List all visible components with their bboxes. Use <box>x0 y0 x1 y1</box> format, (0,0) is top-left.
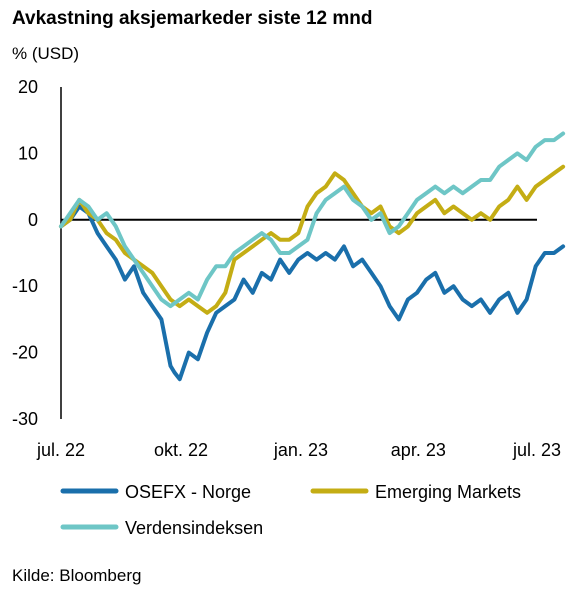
x-tick-label: apr. 23 <box>391 440 446 460</box>
chart-title: Avkastning aksjemarkeder siste 12 mnd <box>12 8 372 29</box>
series-line-emerging-markets <box>59 164 566 315</box>
legend-label-emerging-markets: Emerging Markets <box>375 482 521 502</box>
y-axis-label: % (USD) <box>12 44 79 63</box>
legend-label-verdensindeksen: Verdensindeksen <box>125 518 263 538</box>
y-tick-label: -20 <box>12 343 38 363</box>
series-line-verdensindeksen <box>59 131 566 309</box>
x-tick-label: jul. 22 <box>36 440 85 460</box>
legend-label-osefx: OSEFX - Norge <box>125 482 251 502</box>
series-layer <box>59 131 566 382</box>
x-tick-label: jan. 23 <box>273 440 328 460</box>
x-tick-label: jul. 23 <box>512 440 561 460</box>
y-tick-label: -30 <box>12 409 38 429</box>
y-ticks: 20 10 0 -10 -20 -30 <box>12 77 38 429</box>
y-tick-label: 0 <box>28 210 38 230</box>
x-ticks: jul. 22 okt. 22 jan. 23 apr. 23 jul. 23 <box>36 440 561 460</box>
plot-area <box>59 87 566 419</box>
series-line-osefx <box>59 204 566 382</box>
source-note: Kilde: Bloomberg <box>12 566 141 585</box>
y-tick-label: 10 <box>18 143 38 163</box>
y-tick-label: -10 <box>12 276 38 296</box>
y-tick-label: 20 <box>18 77 38 97</box>
legend: OSEFX - Norge Emerging Markets Verdensin… <box>60 482 521 538</box>
x-tick-label: okt. 22 <box>154 440 208 460</box>
